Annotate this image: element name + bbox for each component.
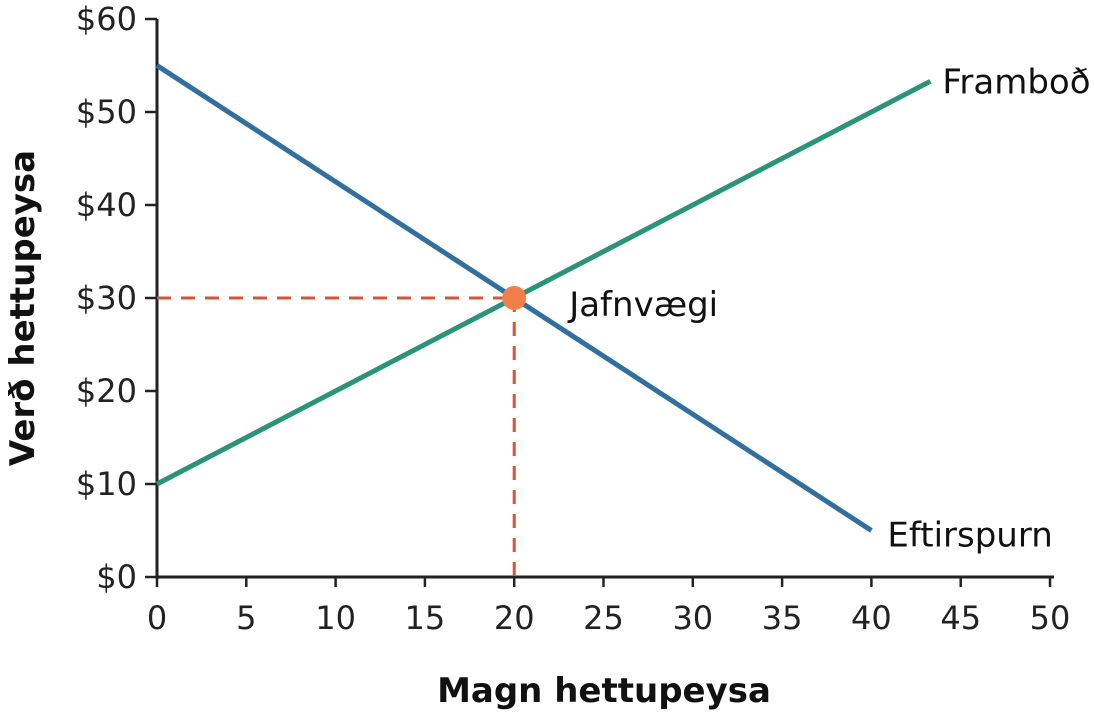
demand-label: Eftirspurn (887, 516, 1052, 556)
y-tick-label: $20 (76, 372, 137, 410)
tick-labels: 0 5 10 15 20 25 30 35 40 45 50 $0 $10 $20 $30 $40 $50 $60 (76, 0, 1070, 637)
x-tick-label: 35 (762, 599, 803, 637)
tick-marks (145, 17, 1052, 587)
supply-line (155, 79, 932, 487)
supply-label: Framboð (942, 62, 1090, 102)
x-tick-label: 45 (940, 599, 981, 637)
equilibrium-point (502, 286, 527, 310)
y-tick-label: $50 (76, 93, 137, 131)
equilibrium-label: Jafnvægi (567, 285, 718, 325)
series-labels: Framboð Eftirspurn Jafnvægi (567, 62, 1090, 555)
x-tick-label: 10 (315, 599, 356, 637)
y-tick-label: $40 (76, 186, 137, 224)
x-tick-label: 20 (494, 599, 535, 637)
x-tick-label: 50 (1030, 599, 1071, 637)
y-tick-label: $60 (76, 0, 137, 38)
x-tick-label: 5 (236, 599, 256, 637)
x-tick-label: 0 (147, 599, 167, 637)
y-axis-title: Verð hettupeysa (3, 150, 43, 466)
markers (502, 286, 527, 310)
x-tick-label: 40 (851, 599, 892, 637)
x-tick-label: 15 (405, 599, 446, 637)
x-tick-label: 30 (672, 599, 713, 637)
x-axis-title: Magn hettupeysa (437, 671, 771, 711)
y-tick-label: $30 (76, 279, 137, 317)
x-tick-label: 25 (583, 599, 624, 637)
y-tick-label: $0 (96, 558, 137, 596)
y-tick-label: $10 (76, 465, 137, 503)
equilibrium-guides (157, 296, 516, 577)
series-lines (155, 63, 932, 533)
